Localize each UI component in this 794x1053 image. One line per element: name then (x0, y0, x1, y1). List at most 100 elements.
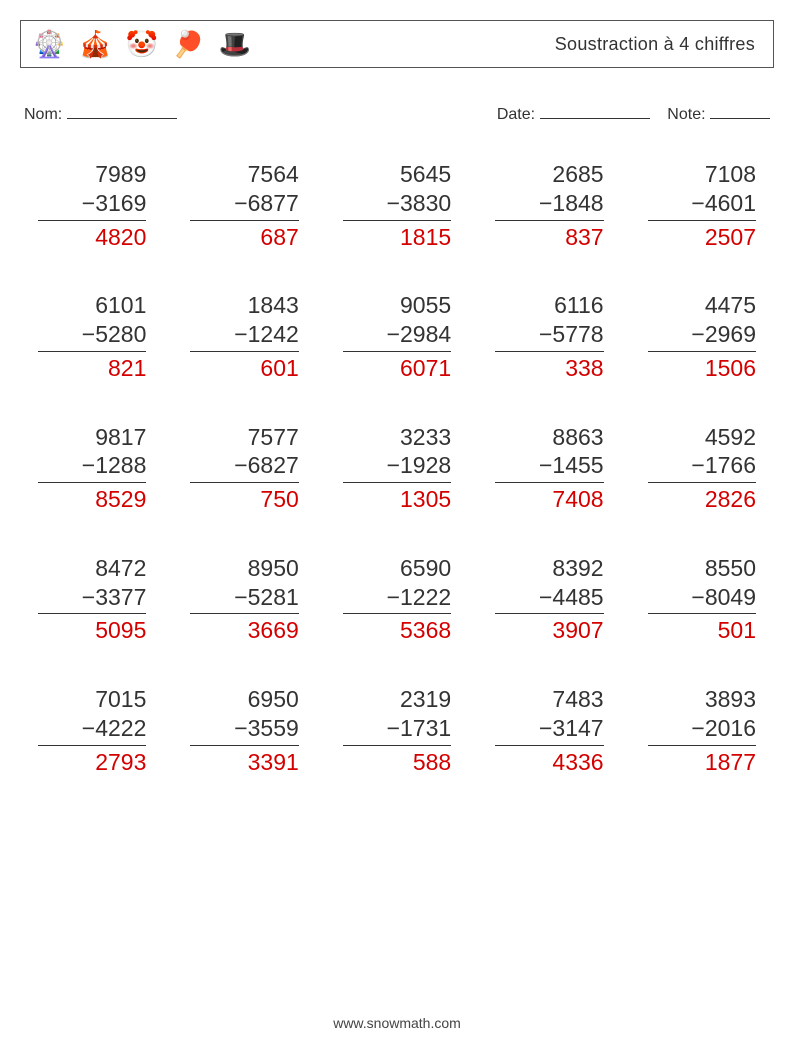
subtraction-problem: 2319−1731 588 (343, 685, 451, 776)
subtraction-problem: 7108−46012507 (648, 160, 756, 251)
date-note-group: Date: Note: (497, 102, 770, 124)
worksheet-page: 🎡 🎪 🤡 🏓 🎩 Soustraction à 4 chiffres Nom:… (0, 0, 794, 1053)
subtraction-problem: 5645−38301815 (343, 160, 451, 251)
answer: 4820 (38, 223, 146, 252)
name-label: Nom: (24, 106, 62, 123)
answer: 338 (495, 354, 603, 383)
clown-icon: 🤡 (126, 31, 158, 57)
minuend: 9055 (343, 291, 451, 320)
minuend: 6101 (38, 291, 146, 320)
subtrahend: −5280 (38, 320, 146, 349)
answer: 3391 (190, 748, 298, 777)
minuend: 2319 (343, 685, 451, 714)
minuend: 6116 (495, 291, 603, 320)
subtraction-problem: 9055−2984 6071 (343, 291, 451, 382)
answer: 1877 (648, 748, 756, 777)
equals-rule (38, 351, 146, 352)
answer: 588 (343, 748, 451, 777)
answer: 6071 (343, 354, 451, 383)
subtraction-problem: 3233−19281305 (343, 423, 451, 514)
subtraction-problem: 7989−31694820 (38, 160, 146, 251)
subtrahend: −3377 (38, 583, 146, 612)
equals-rule (495, 220, 603, 221)
subtrahend: −3559 (190, 714, 298, 743)
subtraction-problem: 1843−1242 601 (190, 291, 298, 382)
subtraction-problem: 8950−52813669 (190, 554, 298, 645)
name-blank[interactable] (67, 102, 177, 119)
subtraction-problem: 9817−12888529 (38, 423, 146, 514)
equals-rule (648, 482, 756, 483)
subtraction-problem: 6116−5778 338 (495, 291, 603, 382)
minuend: 7989 (38, 160, 146, 189)
equals-rule (190, 613, 298, 614)
header-icons: 🎡 🎪 🤡 🏓 🎩 (33, 31, 251, 57)
subtraction-problem: 7483−31474336 (495, 685, 603, 776)
minuend: 5645 (343, 160, 451, 189)
answer: 7408 (495, 485, 603, 514)
subtrahend: −6877 (190, 189, 298, 218)
answer: 4336 (495, 748, 603, 777)
equals-rule (495, 482, 603, 483)
subtraction-problem: 6950−3559 3391 (190, 685, 298, 776)
equals-rule (343, 351, 451, 352)
equals-rule (343, 220, 451, 221)
subtrahend: −6827 (190, 451, 298, 480)
minuend: 9817 (38, 423, 146, 452)
equals-rule (190, 745, 298, 746)
equals-rule (343, 613, 451, 614)
subtrahend: −4601 (648, 189, 756, 218)
name-field: Nom: (24, 102, 177, 124)
equals-rule (38, 220, 146, 221)
subtraction-problem: 8472−33775095 (38, 554, 146, 645)
problems-grid: 7989−316948207564−68776875645−3830181526… (20, 160, 774, 776)
subtrahend: −1455 (495, 451, 603, 480)
equals-rule (190, 220, 298, 221)
minuend: 4475 (648, 291, 756, 320)
subtraction-problem: 6590−12225368 (343, 554, 451, 645)
minuend: 7015 (38, 685, 146, 714)
answer: 601 (190, 354, 298, 383)
equals-rule (38, 482, 146, 483)
equals-rule (190, 482, 298, 483)
answer: 2507 (648, 223, 756, 252)
minuend: 8472 (38, 554, 146, 583)
equals-rule (648, 220, 756, 221)
equals-rule (648, 745, 756, 746)
answer: 3907 (495, 616, 603, 645)
subtrahend: −1242 (190, 320, 298, 349)
subtraction-problem: 8550−8049501 (648, 554, 756, 645)
answer: 1506 (648, 354, 756, 383)
minuend: 3893 (648, 685, 756, 714)
answer: 2826 (648, 485, 756, 514)
minuend: 4592 (648, 423, 756, 452)
equals-rule (343, 745, 451, 746)
subtrahend: −1288 (38, 451, 146, 480)
answer: 837 (495, 223, 603, 252)
minuend: 7564 (190, 160, 298, 189)
footer-url: www.snowmath.com (0, 1015, 794, 1031)
minuend: 8392 (495, 554, 603, 583)
date-label: Date: (497, 106, 535, 123)
subtraction-problem: 7015−42222793 (38, 685, 146, 776)
subtrahend: −1731 (343, 714, 451, 743)
equals-rule (190, 351, 298, 352)
subtraction-problem: 4592−17662826 (648, 423, 756, 514)
subtraction-problem: 8392−44853907 (495, 554, 603, 645)
subtrahend: −2984 (343, 320, 451, 349)
subtrahend: −5778 (495, 320, 603, 349)
minuend: 1843 (190, 291, 298, 320)
minuend: 8950 (190, 554, 298, 583)
subtrahend: −1848 (495, 189, 603, 218)
equals-rule (495, 351, 603, 352)
subtrahend: −2016 (648, 714, 756, 743)
equals-rule (38, 613, 146, 614)
equals-rule (495, 613, 603, 614)
subtrahend: −2969 (648, 320, 756, 349)
equals-rule (343, 482, 451, 483)
minuend: 8550 (648, 554, 756, 583)
note-blank[interactable] (710, 102, 770, 119)
subtrahend: −8049 (648, 583, 756, 612)
minuend: 7483 (495, 685, 603, 714)
date-blank[interactable] (540, 102, 650, 119)
minuend: 6950 (190, 685, 298, 714)
